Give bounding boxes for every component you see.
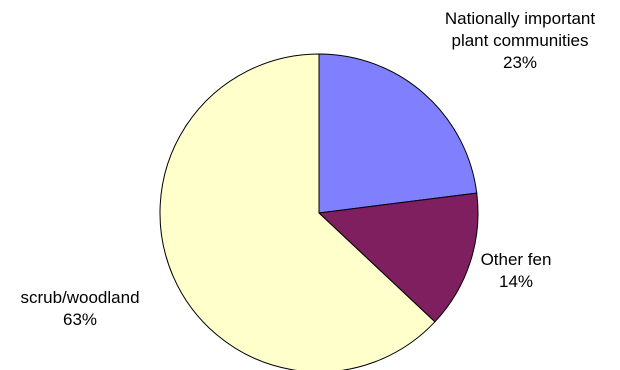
slice-value-label: 23% (503, 53, 537, 72)
slice-category-label: plant communities (451, 31, 588, 50)
slice-label-1: Nationally important plant communities 23% (445, 9, 596, 72)
slice-category-label: Nationally important (445, 9, 596, 28)
slice-category-label: scrub/woodland (20, 288, 139, 307)
pie-slice-2 (317, 192, 479, 323)
slice-value-label: 14% (499, 272, 533, 291)
slice-value-label: 63% (63, 310, 97, 329)
slice-label-3: scrub/woodland 63% (20, 288, 139, 329)
slice-label-2: Other fen 14% (481, 250, 552, 291)
pie-slice-1 (318, 53, 478, 214)
slice-category-label: Other fen (481, 250, 552, 269)
pie-slice-3 (159, 53, 436, 370)
